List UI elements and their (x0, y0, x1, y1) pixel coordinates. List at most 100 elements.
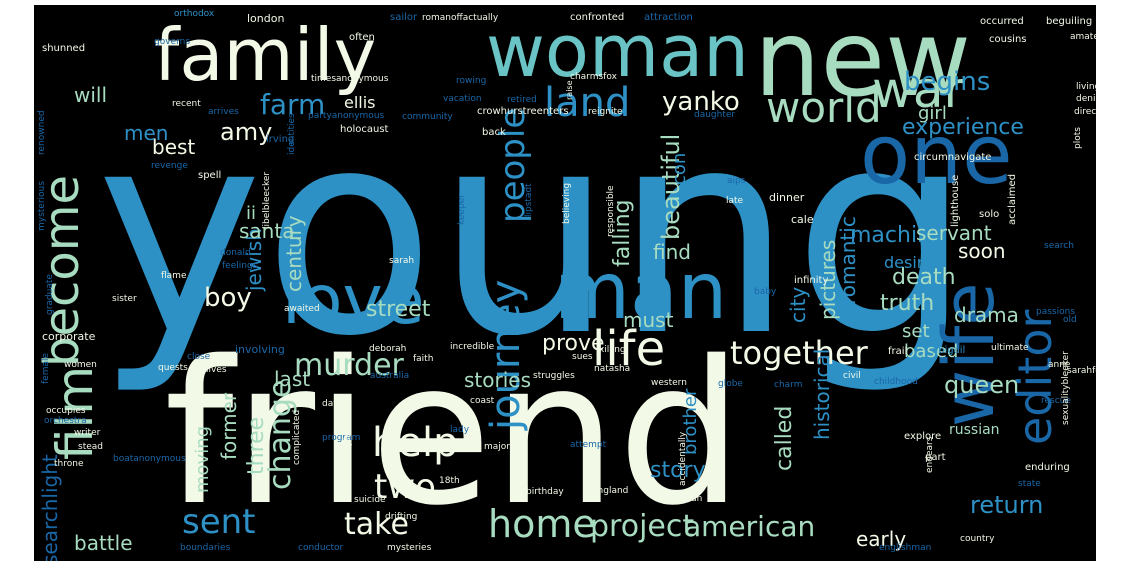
word-explore: explore (904, 431, 942, 442)
word-state: state (1018, 479, 1041, 489)
word-project: project (590, 509, 695, 544)
word-ultimate: ultimate (991, 343, 1029, 353)
word-sailor: sailor (390, 12, 418, 23)
word-amateur: amateur (1070, 32, 1096, 42)
word-experience: experience (902, 115, 1024, 140)
word-sues: sues (572, 352, 593, 362)
word-lighthouse: lighthouse (950, 174, 961, 227)
word-birthday: birthday (526, 487, 564, 497)
word-servant: servant (916, 221, 992, 245)
word-mysteries: mysteries (387, 543, 432, 553)
word-libelbleecker: libelbleecker (262, 171, 272, 229)
word-death: death (892, 265, 956, 290)
word-santa: santa (239, 219, 295, 243)
word-occurred: occurred (980, 16, 1024, 27)
word-crowhurstreenters: crowhurstreenters (477, 106, 569, 117)
word-charmsfox: charmsfox (570, 72, 617, 82)
word-lipstadt: lipstadt (524, 183, 534, 217)
word-frail: frail (888, 346, 908, 357)
word-western: western (651, 378, 687, 388)
word-community: community (402, 112, 453, 122)
word-infinity: infinity (794, 275, 829, 286)
word-recent: recent (172, 99, 201, 109)
word-called: called (772, 405, 797, 471)
word-former: former (217, 392, 241, 460)
word-deborah: deborah (369, 344, 407, 354)
word-country: country (960, 534, 995, 544)
word-corporate: corporate (42, 330, 96, 343)
word-dinner: dinner (769, 191, 805, 204)
word-sarah: sarah (389, 256, 415, 266)
word-new: new (754, 5, 972, 120)
word-identities: identities (287, 113, 297, 155)
word-boundaries: boundaries (180, 543, 231, 553)
word-part: part (925, 452, 946, 463)
word-orthodox: orthodox (174, 9, 215, 19)
word-revenge: revenge (151, 161, 188, 171)
word-civil: civil (843, 371, 861, 381)
word-englishman: englishman (879, 543, 932, 553)
word-coast: coast (470, 396, 495, 406)
word-story: story (650, 458, 706, 483)
word-murder: murder (294, 348, 404, 383)
word-stead: stead (78, 442, 103, 452)
word-historical: historical (810, 348, 834, 440)
word-retired: retired (507, 95, 537, 105)
word-queen: queen (944, 371, 1020, 399)
word-passions: passions (1036, 307, 1076, 317)
word-flame: flame (161, 271, 187, 281)
word-set: set (902, 321, 930, 342)
word-mysterious: mysterious (37, 181, 47, 231)
word-partyanonymous: partyanonymous (308, 111, 385, 121)
word-living: living (1076, 82, 1096, 92)
word-natasha: natasha (594, 364, 631, 374)
word-young: young (96, 69, 972, 398)
word-arrives: arrives (208, 107, 239, 117)
word-soon: soon (958, 239, 1006, 263)
word-take: take (344, 507, 409, 542)
word-beautiful: beautiful (657, 133, 685, 240)
word-program: program (322, 433, 361, 443)
word-complicated: complicated (292, 409, 302, 465)
word-attraction: attraction (644, 12, 693, 23)
word-renowned: renowned (37, 110, 47, 155)
word-family: family (154, 13, 377, 97)
word-land: land (544, 80, 631, 126)
word-boy: boy (204, 283, 252, 313)
word-rowing: rowing (456, 76, 487, 86)
word-australia: australia (370, 371, 410, 381)
word-keeper: keeper (457, 194, 467, 225)
word-occupies: occupies (46, 406, 86, 416)
word-involving: involving (235, 343, 285, 356)
word-truth: truth (880, 291, 935, 316)
word-acclaimed: acclaimed (1007, 173, 1018, 225)
word-life: life (592, 321, 666, 377)
word-historian: historian (663, 494, 703, 504)
word-ii: ii (246, 203, 257, 224)
word-awaited: awaited (284, 304, 320, 314)
word-drama: drama (954, 303, 1019, 327)
word-attempt: attempt (570, 440, 607, 450)
word-plots: plots (1073, 127, 1083, 149)
word-sarahfox: sarahfox (1067, 366, 1096, 376)
word-romantic: romantic (836, 216, 860, 305)
word-boatanonymous: boatanonymous (113, 454, 186, 464)
word-enduring: enduring (1025, 462, 1070, 473)
word-raise: raise (565, 80, 574, 100)
word-often: often (349, 32, 375, 43)
word-lives: lives (206, 365, 227, 375)
word-writer: writer (74, 428, 101, 438)
word-faith: faith (413, 354, 434, 364)
word-aips: aips (727, 176, 746, 186)
word-city: city (786, 286, 810, 323)
word-solo: solo (979, 209, 1000, 220)
word-battle: battle (74, 531, 133, 555)
word-accidentally: accidentally (678, 431, 688, 486)
word-find: find (653, 240, 691, 264)
word-female: female (41, 352, 51, 384)
word-donald: donald (220, 248, 251, 258)
word-must: must (623, 308, 674, 332)
word-yanko: yanko (662, 87, 740, 117)
word-charm: charm (774, 380, 803, 390)
word-sister: sister (112, 294, 137, 304)
